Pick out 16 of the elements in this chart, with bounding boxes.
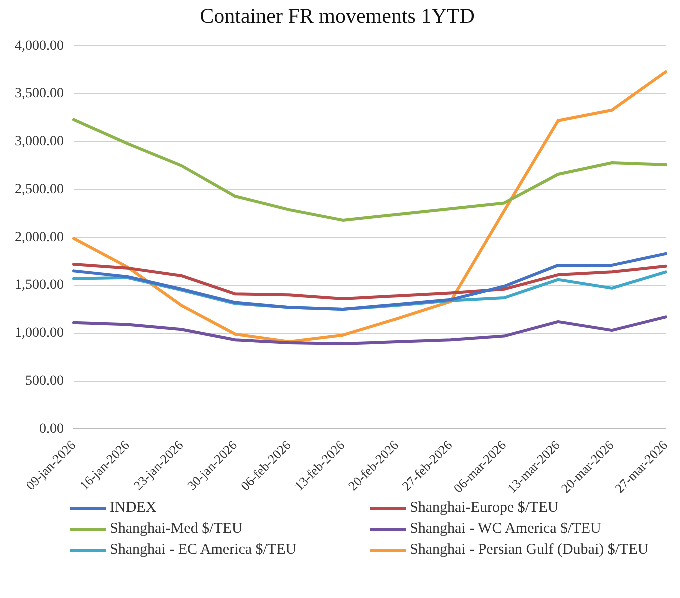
y-tick-label: 2,000.00	[15, 230, 64, 246]
y-tick-label: 0.00	[40, 422, 64, 437]
y-tick-label: 4,000.00	[15, 38, 64, 54]
legend-label: Shanghai - WC America $/TEU	[410, 521, 602, 538]
legend-label: Shanghai-Europe $/TEU	[410, 500, 559, 517]
y-tick-label: 1,500.00	[15, 278, 64, 294]
legend-label: INDEX	[110, 500, 157, 517]
legend-label: Shanghai-Med $/TEU	[110, 521, 243, 538]
legend-label: Shanghai - Persian Gulf (Dubai) $/TEU	[410, 542, 649, 559]
y-tick-label: 500.00	[26, 374, 64, 389]
y-tick-label: 1,000.00	[15, 326, 64, 342]
y-tick-label: 2,500.00	[15, 182, 64, 198]
chart-title: Container FR movements 1YTD	[200, 4, 475, 28]
legend-label: Shanghai - EC America $/TEU	[110, 542, 297, 559]
y-tick-label: 3,000.00	[15, 134, 64, 150]
y-tick-label: 3,500.00	[15, 86, 64, 102]
